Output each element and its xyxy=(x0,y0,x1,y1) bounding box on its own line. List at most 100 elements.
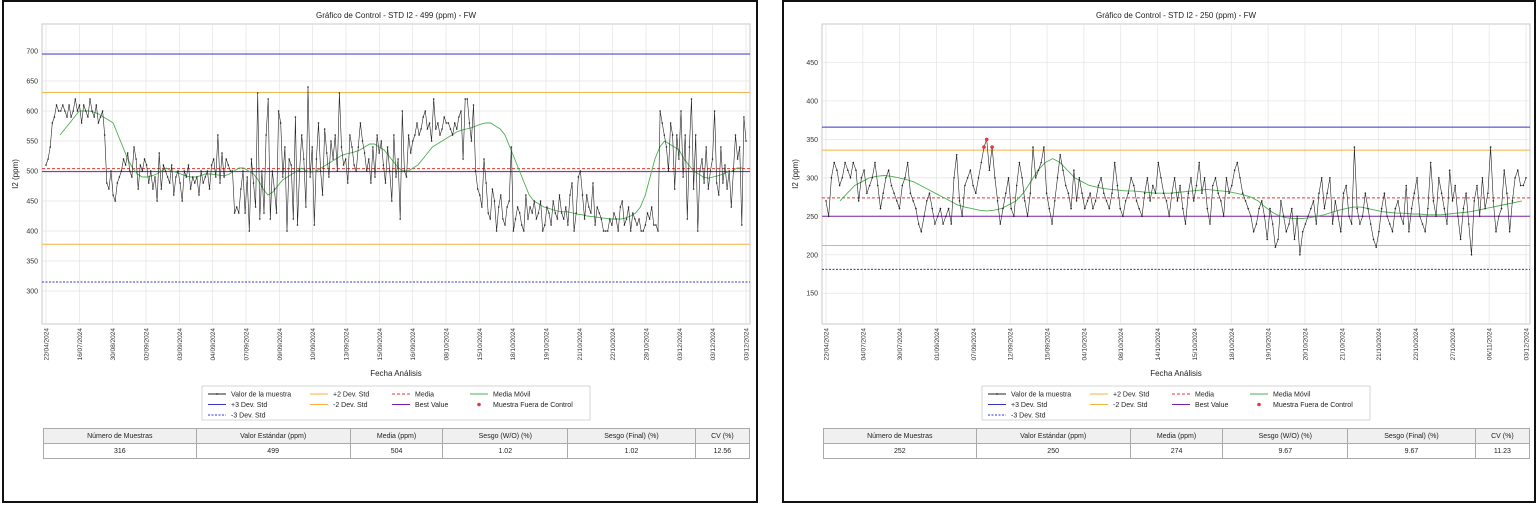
x-tick-label: 19/10/2024 xyxy=(544,328,551,361)
sample-point xyxy=(1369,223,1372,225)
sample-point xyxy=(1269,207,1271,210)
sample-point xyxy=(1168,215,1170,218)
sample-point xyxy=(1241,192,1244,194)
x-tick-label: 03/12/2024 xyxy=(710,328,717,361)
sample-point xyxy=(62,104,64,106)
sample-point xyxy=(235,206,238,208)
legend-swatch-marker xyxy=(216,393,218,395)
sample-point xyxy=(181,200,183,202)
sample-point xyxy=(1231,184,1233,187)
sample-point xyxy=(539,200,542,202)
sample-point xyxy=(573,230,575,232)
sample-point xyxy=(1152,184,1154,187)
sample-point xyxy=(1271,223,1274,225)
sample-point xyxy=(718,194,720,196)
sample-point xyxy=(1410,207,1413,210)
sample-point xyxy=(663,134,666,136)
sample-point xyxy=(1389,223,1391,225)
sample-point xyxy=(323,128,326,130)
sample-point xyxy=(1247,207,1249,210)
sample-point xyxy=(912,200,914,202)
sample-point xyxy=(833,161,835,164)
sample-point xyxy=(187,164,190,166)
sample-point xyxy=(489,218,492,220)
legend-item-plus-3-std: +3 Dev. Std xyxy=(231,402,267,409)
y-tick-label: 350 xyxy=(806,137,818,144)
sample-point xyxy=(1258,207,1260,210)
sample-point xyxy=(273,188,276,190)
sample-point xyxy=(896,200,898,202)
stats-value-mean: 504 xyxy=(349,443,444,459)
stats-value-standard: 499 xyxy=(195,443,351,459)
sample-point xyxy=(684,134,686,136)
sample-point xyxy=(1032,146,1034,148)
sample-point xyxy=(227,164,230,166)
sample-point xyxy=(671,134,674,136)
legend-item-sample: Valor de la muestra xyxy=(231,392,291,399)
sample-point xyxy=(917,223,920,225)
sample-point xyxy=(1124,200,1127,202)
sample-point xyxy=(261,170,263,172)
stats-value-bias-wo: 9.67 xyxy=(1222,443,1349,459)
sample-point xyxy=(939,207,942,210)
sample-point xyxy=(215,176,217,178)
x-tick-label: 12/09/2024 xyxy=(1008,328,1015,361)
legend-item-best-value: Best Value xyxy=(415,402,448,409)
sample-point xyxy=(386,146,389,148)
sample-point xyxy=(535,218,538,220)
sample-point xyxy=(1438,177,1440,179)
sample-point xyxy=(1473,200,1475,202)
sample-point xyxy=(1037,169,1040,171)
sample-point xyxy=(868,184,871,187)
sample-point xyxy=(1261,200,1263,202)
sample-point xyxy=(1315,223,1318,225)
sample-point xyxy=(120,170,123,172)
sample-point xyxy=(1171,192,1173,194)
sample-point xyxy=(722,182,724,184)
sample-point xyxy=(516,206,519,208)
sample-point xyxy=(904,177,906,179)
sample-point xyxy=(76,110,79,112)
sample-point xyxy=(1457,215,1459,218)
sample-point xyxy=(1318,192,1320,194)
sample-point xyxy=(720,146,722,148)
sample-point xyxy=(504,224,506,226)
sample-point xyxy=(855,169,857,171)
x-tick-label: 09/09/2024 xyxy=(277,328,284,361)
sample-point xyxy=(1026,215,1029,218)
sample-point xyxy=(1503,169,1505,171)
sample-point xyxy=(1081,192,1083,194)
sample-point xyxy=(347,182,349,184)
sample-point xyxy=(703,182,705,184)
sample-point xyxy=(836,169,838,171)
sample-point xyxy=(384,182,387,184)
sample-point xyxy=(317,122,320,124)
sample-point xyxy=(1470,254,1473,256)
sample-point xyxy=(1203,177,1206,179)
sample-point xyxy=(617,230,619,232)
sample-point xyxy=(636,224,638,226)
sample-point xyxy=(863,169,865,171)
sample-point xyxy=(231,170,234,172)
sample-point xyxy=(567,224,569,226)
sample-point xyxy=(307,86,309,88)
sample-point xyxy=(577,176,580,178)
sample-point xyxy=(619,206,622,208)
sample-point xyxy=(126,152,129,154)
sample-point xyxy=(1214,177,1217,179)
sample-point xyxy=(857,200,860,202)
sample-point xyxy=(594,224,596,226)
sample-point xyxy=(646,212,649,214)
legend-item-plus-3-std: +3 Dev. Std xyxy=(1011,402,1047,409)
sample-point xyxy=(506,206,508,208)
sample-point xyxy=(1500,207,1503,210)
sample-point xyxy=(1005,192,1007,194)
sample-point xyxy=(1182,207,1184,210)
sample-point xyxy=(269,218,272,220)
sample-point xyxy=(667,170,670,172)
sample-point xyxy=(328,176,330,178)
sample-point xyxy=(1070,207,1072,210)
sample-point xyxy=(565,206,567,208)
sample-point xyxy=(110,170,112,172)
sample-point xyxy=(734,134,737,136)
